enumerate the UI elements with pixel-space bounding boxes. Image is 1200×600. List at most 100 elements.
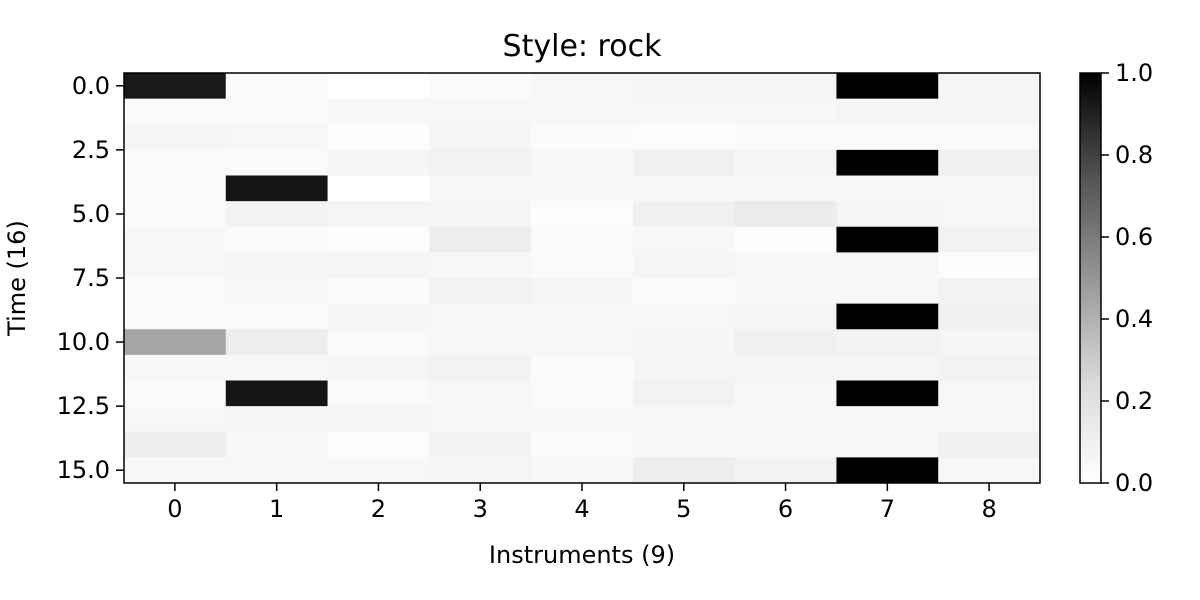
heatmap-cell (429, 354, 532, 381)
heatmap-cell (632, 380, 736, 407)
heatmap-cell (938, 431, 1041, 458)
x-axis-label: Instruments (9) (489, 541, 675, 569)
y-axis-label: Time (16) (3, 220, 31, 337)
heatmap-cell (327, 124, 430, 151)
heatmap-cell (327, 329, 430, 356)
heatmap-cell (429, 98, 532, 125)
heatmap-cell (531, 380, 634, 407)
heatmap-cell (124, 124, 227, 151)
colorbar (1079, 72, 1102, 484)
heatmap-cell (632, 303, 736, 330)
heatmap-cell (531, 98, 634, 125)
heatmap-cell (734, 73, 837, 100)
heatmap-cell (429, 124, 532, 151)
heatmap-cell (734, 406, 837, 433)
heatmap-cell (632, 175, 736, 202)
heatmap-cell (124, 406, 227, 433)
colorbar-tick-label: 0.0 (1115, 469, 1153, 497)
heatmap-cell (938, 406, 1041, 433)
y-tick-label: 12.5 (57, 392, 110, 420)
heatmap-cell (938, 175, 1041, 202)
heatmap-cell (938, 252, 1041, 279)
heatmap-cell (531, 329, 634, 356)
heatmap-cell (632, 354, 736, 381)
heatmap-cell (632, 201, 736, 228)
heatmap-cell (632, 431, 736, 458)
heatmap-cell (225, 431, 328, 458)
heatmap-cell (225, 124, 328, 151)
heatmap-cell (632, 149, 736, 176)
heatmap-cell (632, 226, 736, 253)
heatmap-cell (938, 354, 1041, 381)
heatmap-cell (734, 124, 837, 151)
heatmap-cell (327, 303, 430, 330)
heatmap-cell (836, 124, 939, 151)
heatmap-cell (429, 431, 532, 458)
heatmap-cell (734, 457, 837, 484)
heatmap-cell (225, 457, 328, 484)
heatmap-cell (429, 201, 532, 228)
heatmap-cells (124, 73, 1041, 484)
heatmap-cell (734, 226, 837, 253)
heatmap-cell (429, 329, 532, 356)
heatmap-cell (632, 278, 736, 305)
heatmap-cell (836, 380, 939, 407)
heatmap-cell (225, 380, 328, 407)
heatmap-cell (734, 303, 837, 330)
heatmap-cell (531, 226, 634, 253)
heatmap-cell (938, 457, 1041, 484)
heatmap-cell (531, 175, 634, 202)
heatmap-cell (225, 98, 328, 125)
heatmap-cell (632, 329, 736, 356)
colorbar-tick-label: 0.8 (1115, 141, 1153, 169)
heatmap-cell (124, 252, 227, 279)
heatmap-cell (836, 354, 939, 381)
x-tick-label: 6 (778, 495, 793, 523)
heatmap-cell (531, 431, 634, 458)
heatmap-cell (836, 303, 939, 330)
heatmap-cell (429, 226, 532, 253)
heatmap-cell (124, 457, 227, 484)
heatmap-cell (938, 98, 1041, 125)
x-tick-label: 8 (981, 495, 996, 523)
heatmap-cell (836, 457, 939, 484)
x-tick-label: 7 (880, 495, 895, 523)
heatmap-cell (124, 175, 227, 202)
heatmap-cell (836, 329, 939, 356)
heatmap-cell (531, 303, 634, 330)
heatmap-cell (327, 354, 430, 381)
heatmap-cell (836, 226, 939, 253)
x-tick-label: 1 (269, 495, 284, 523)
y-tick-label: 5.0 (72, 200, 110, 228)
heatmap-cell (531, 406, 634, 433)
heatmap-cell (836, 252, 939, 279)
heatmap-cell (327, 252, 430, 279)
heatmap-cell (938, 380, 1041, 407)
heatmap-cell (632, 406, 736, 433)
heatmap-cell (225, 175, 328, 202)
heatmap-cell (327, 149, 430, 176)
heatmap-cell (836, 175, 939, 202)
heatmap-cell (938, 149, 1041, 176)
heatmap-cell (429, 380, 532, 407)
heatmap-cell (124, 329, 227, 356)
heatmap-cell (124, 226, 227, 253)
heatmap-cell (734, 149, 837, 176)
heatmap-cell (225, 73, 328, 100)
heatmap-cell (938, 278, 1041, 305)
colorbar-tick-label: 1.0 (1115, 59, 1153, 87)
heatmap-cell (327, 278, 430, 305)
heatmap-cell (124, 278, 227, 305)
y-tick-label: 15.0 (57, 456, 110, 484)
heatmap-cell (734, 354, 837, 381)
heatmap-cell (327, 226, 430, 253)
heatmap-cell (938, 226, 1041, 253)
heatmap-cell (836, 73, 939, 100)
heatmap-cell (429, 175, 532, 202)
heatmap-cell (938, 201, 1041, 228)
x-tick-label: 2 (371, 495, 386, 523)
chart-title: Style: rock (503, 29, 663, 64)
heatmap-cell (327, 431, 430, 458)
heatmap-cell (327, 73, 430, 100)
x-tick-label: 3 (473, 495, 488, 523)
